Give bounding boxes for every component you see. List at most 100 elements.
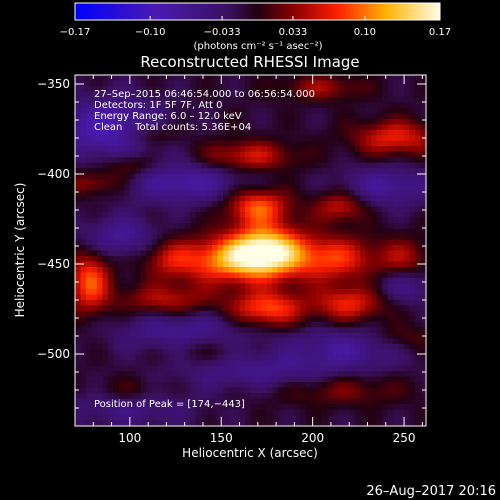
heatmap-cell — [398, 305, 405, 312]
heatmap-cell — [277, 349, 284, 356]
heatmap-cell — [91, 239, 98, 246]
heatmap-cell — [107, 349, 114, 356]
heatmap-cell — [168, 316, 175, 323]
heatmap-cell — [157, 327, 164, 334]
heatmap-cell — [294, 393, 301, 400]
heatmap-cell — [415, 228, 422, 235]
heatmap-cell — [113, 415, 120, 422]
heatmap-cell — [409, 360, 416, 367]
heatmap-cell — [409, 162, 416, 169]
heatmap-cell — [217, 321, 224, 328]
heatmap-cell — [184, 195, 191, 202]
heatmap-cell — [310, 107, 317, 114]
heatmap-cell — [332, 261, 339, 268]
heatmap-cell — [217, 179, 224, 186]
heatmap-cell — [299, 124, 306, 131]
heatmap-cell — [354, 415, 361, 422]
heatmap-cell — [387, 365, 394, 372]
heatmap-cell — [327, 228, 334, 235]
heatmap-cell — [354, 245, 361, 252]
heatmap-cell — [420, 239, 426, 246]
heatmap-cell — [310, 415, 317, 422]
heatmap-cell — [135, 272, 142, 279]
heatmap-cell — [376, 332, 383, 339]
heatmap-cell — [420, 129, 426, 136]
heatmap-cell — [124, 288, 131, 295]
heatmap-cell — [217, 272, 224, 279]
heatmap-cell — [354, 277, 361, 284]
heatmap-cell — [206, 288, 213, 295]
heatmap-cell — [382, 151, 389, 158]
heatmap-cell — [151, 376, 158, 383]
heatmap-cell — [349, 332, 356, 339]
heatmap-cell — [118, 146, 125, 153]
heatmap-cell — [305, 332, 312, 339]
heatmap-cell — [343, 371, 350, 378]
heatmap-cell — [80, 376, 87, 383]
heatmap-cell — [310, 96, 317, 104]
heatmap-cell — [376, 201, 383, 208]
heatmap-cell — [255, 129, 263, 136]
heatmap-cell — [288, 85, 295, 93]
heatmap-cell — [75, 96, 82, 104]
heatmap-cell — [409, 354, 416, 361]
heatmap-cell — [354, 162, 361, 169]
heatmap-cell — [382, 316, 389, 323]
heatmap-cell — [184, 146, 191, 153]
heatmap-cell — [321, 146, 328, 153]
heatmap-cell — [140, 409, 147, 416]
heatmap-cell — [409, 332, 416, 339]
heatmap-cell — [228, 398, 235, 405]
heatmap-cell — [96, 327, 104, 334]
heatmap-cell — [85, 398, 93, 405]
heatmap-cell — [217, 360, 224, 367]
heatmap-cell — [228, 316, 235, 323]
heatmap-cell — [382, 223, 389, 230]
heatmap-cell — [168, 140, 175, 147]
heatmap-cell — [261, 168, 268, 175]
heatmap-cell — [102, 299, 109, 306]
heatmap-cell — [338, 162, 345, 169]
heatmap-cell — [420, 140, 426, 147]
heatmap-cell — [179, 195, 186, 202]
heatmap-cell — [201, 310, 208, 317]
heatmap-cell — [195, 415, 202, 422]
heatmap-cell — [360, 393, 367, 400]
heatmap-cell — [255, 146, 263, 153]
heatmap-cell — [135, 228, 142, 235]
heatmap-cell — [212, 162, 219, 169]
heatmap-cell — [255, 393, 263, 400]
heatmap-cell — [420, 404, 426, 411]
heatmap-cell — [91, 338, 98, 345]
heatmap-cell — [107, 102, 114, 109]
heatmap-cell — [332, 179, 339, 186]
heatmap-cell — [217, 190, 224, 197]
heatmap-cell — [365, 305, 372, 312]
heatmap-cell — [332, 195, 339, 202]
heatmap-cell — [173, 168, 180, 175]
heatmap-cell — [113, 91, 120, 98]
heatmap-cell — [212, 107, 219, 114]
heatmap-cell — [349, 371, 356, 378]
heatmap-cell — [255, 201, 263, 208]
heatmap-cell — [365, 288, 372, 295]
heatmap-cell — [277, 157, 284, 164]
heatmap-cell — [338, 398, 345, 405]
heatmap-cell — [360, 376, 367, 383]
heatmap-cell — [96, 404, 104, 411]
heatmap-cell — [168, 228, 175, 235]
heatmap-cell — [118, 387, 125, 394]
heatmap-cell — [223, 179, 230, 186]
heatmap-cell — [354, 234, 361, 241]
heatmap-cell — [382, 168, 389, 175]
heatmap-cell — [321, 310, 328, 317]
heatmap-cell — [321, 223, 328, 230]
heatmap-cell — [140, 371, 147, 378]
heatmap-cell — [228, 190, 235, 197]
heatmap-cell — [338, 354, 345, 361]
heatmap-cell — [118, 157, 125, 164]
heatmap-cell — [398, 415, 405, 422]
heatmap-cell — [124, 201, 131, 208]
heatmap-cell — [129, 157, 136, 164]
heatmap-cell — [409, 206, 416, 213]
